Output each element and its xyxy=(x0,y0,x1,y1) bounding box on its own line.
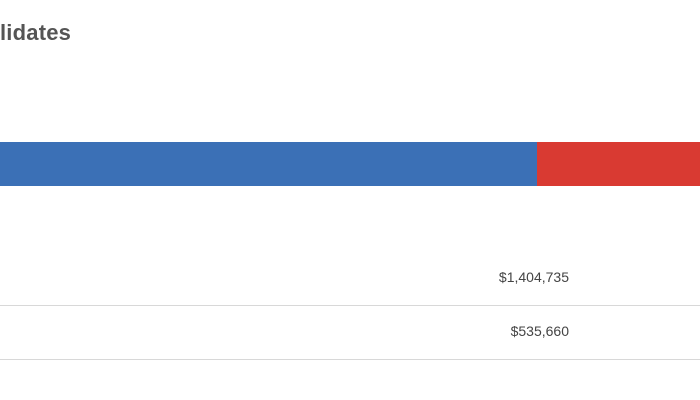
table-row: $535,660 xyxy=(0,306,700,360)
fundraising-split-bar xyxy=(0,142,700,186)
bar-segment-red xyxy=(537,142,700,186)
amount-table: $1,404,735 $535,660 xyxy=(0,252,700,360)
amount-value: $1,404,735 xyxy=(498,269,569,285)
bar-segment-blue xyxy=(0,142,538,186)
section-heading: lidates xyxy=(0,20,72,45)
amount-value: $535,660 xyxy=(510,323,569,339)
table-row: $1,404,735 xyxy=(0,252,700,306)
